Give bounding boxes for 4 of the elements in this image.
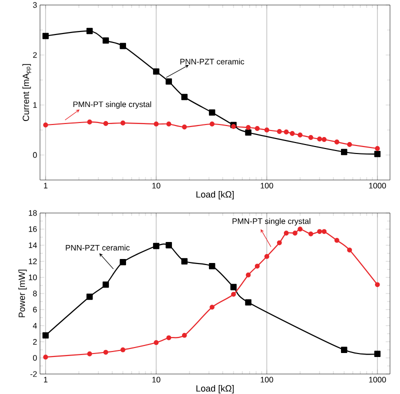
x-axis-title: Load [kΩ] bbox=[196, 191, 234, 200]
x-axis-title: Load [kΩ] bbox=[196, 385, 234, 394]
y-axis-title: Power [mW] bbox=[18, 270, 27, 318]
y-axis-title: Current [mA$_{pp}$] bbox=[22, 64, 32, 122]
